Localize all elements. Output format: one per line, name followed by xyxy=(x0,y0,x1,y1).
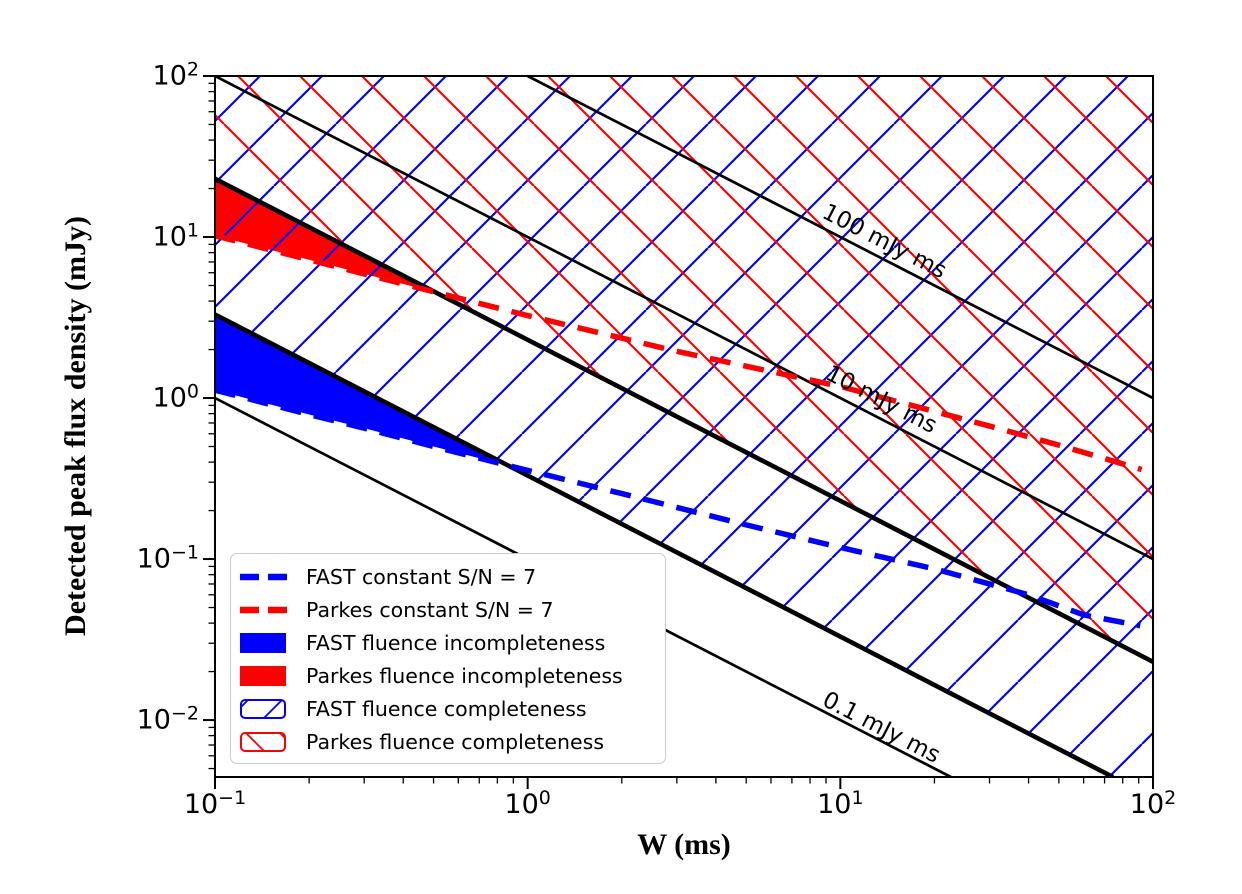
x-tick-base: 10 xyxy=(504,789,539,820)
fast-sn7-curve xyxy=(215,387,1141,629)
x-tick-base: 10 xyxy=(183,789,219,820)
y-tick-base: 10 xyxy=(136,704,171,736)
legend-item-label: Parkes fluence incompleteness xyxy=(306,663,623,688)
x-tick-base: 10 xyxy=(817,789,852,820)
y-tick-base: 10 xyxy=(152,382,187,414)
legend-fill-swatch xyxy=(240,632,286,653)
axes xyxy=(203,75,1154,789)
y-tick-label: 100 xyxy=(152,382,199,414)
y-tick-label: 10−1 xyxy=(136,543,199,575)
x-tick-exp: 1 xyxy=(851,787,864,809)
legend-item-label: FAST constant S/N = 7 xyxy=(306,564,537,589)
legend-item-fast-constant-s-n-7: FAST constant S/N = 7 xyxy=(239,560,665,593)
legend-hatch-swatch xyxy=(240,731,286,752)
legend-dash-swatch xyxy=(240,573,287,580)
y-tick-exp: 1 xyxy=(186,219,199,242)
y-tick-base: 10 xyxy=(152,60,187,92)
y-tick-base: 10 xyxy=(152,221,187,253)
parkes-sn7-curve xyxy=(215,232,1143,473)
legend-item-parkes-fluence-incompleteness: Parkes fluence incompleteness xyxy=(239,659,665,692)
x-tick-exp: −1 xyxy=(218,787,247,809)
x-tick-label: 101 xyxy=(817,789,863,820)
contour-10-mjyms-line xyxy=(215,76,1153,561)
legend-item-label: FAST fluence completeness xyxy=(306,696,587,721)
y-tick-exp: −2 xyxy=(170,702,199,725)
legend-fill-swatch xyxy=(240,665,286,686)
y-axis-label: Detected peak flux density (mJy) xyxy=(59,216,92,636)
y-tick-label: 10−2 xyxy=(136,704,199,736)
x-tick-label: 102 xyxy=(1129,789,1176,820)
legend: FAST constant S/N = 7 Parkes constant S/N… xyxy=(230,553,666,764)
legend-item-label: FAST fluence incompleteness xyxy=(306,630,606,655)
legend-hatch-swatch xyxy=(240,698,286,719)
x-tick-exp: 2 xyxy=(1164,787,1177,809)
x-axis-label: W (ms) xyxy=(637,828,731,861)
legend-item-label: Parkes fluence completeness xyxy=(306,729,605,754)
fast-fluence-threshold-line xyxy=(215,312,1115,777)
x-tick-base: 10 xyxy=(1129,789,1165,820)
contour-100-mjyms-line xyxy=(527,76,1153,400)
y-tick-label: 101 xyxy=(152,221,199,253)
legend-item-parkes-constant-s-n-7: Parkes constant S/N = 7 xyxy=(239,593,665,626)
x-tick-label: 100 xyxy=(504,789,550,820)
y-tick-exp: 0 xyxy=(186,380,199,403)
legend-item-fast-fluence-completeness: FAST fluence completeness xyxy=(239,692,665,725)
parkes-fluence-completeness-region xyxy=(215,76,1153,662)
y-tick-base: 10 xyxy=(136,543,171,575)
y-tick-exp: 2 xyxy=(186,58,199,81)
y-tick-label: 102 xyxy=(152,60,199,92)
legend-item-fast-fluence-incompleteness: FAST fluence incompleteness xyxy=(239,626,665,659)
x-tick-label: 10−1 xyxy=(183,789,246,820)
legend-dash-swatch xyxy=(240,606,287,613)
legend-item-label: Parkes constant S/N = 7 xyxy=(306,597,554,622)
parkes-fluence-threshold-line xyxy=(215,176,1153,664)
fluence-line-label: 0.1 mJy ms xyxy=(818,687,944,769)
y-tick-exp: −1 xyxy=(170,541,199,564)
x-tick-exp: 0 xyxy=(538,787,551,809)
legend-item-parkes-fluence-completeness: Parkes fluence completeness xyxy=(239,725,665,758)
